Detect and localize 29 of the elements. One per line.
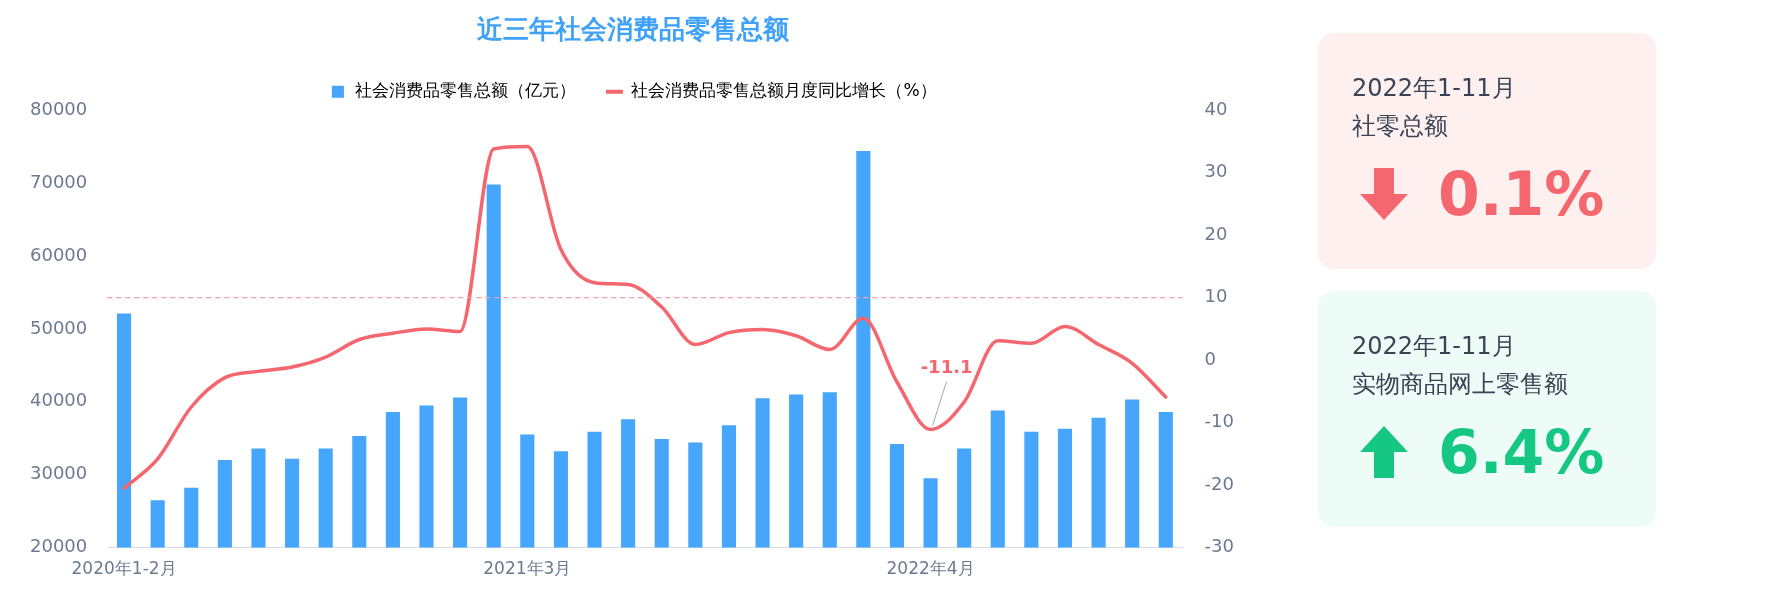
x-tick-label: 2022年4月	[886, 558, 975, 579]
y2-tick-label: 10	[1204, 285, 1228, 307]
y2-tick-label: -10	[1204, 410, 1235, 432]
text: 0.1%	[1438, 159, 1605, 229]
chart-title: 近三年社会消费品零售总额	[477, 14, 790, 45]
text: 2022年1-11月	[1352, 331, 1517, 362]
y2-tick-label: 0	[1204, 347, 1217, 369]
text: 实物商品网上零售额	[1352, 369, 1569, 400]
y-tick-label: 30000	[30, 462, 88, 484]
text: 社零总额	[1352, 111, 1449, 142]
annotation: -11.1	[920, 356, 973, 378]
text: 6.4%	[1438, 417, 1605, 487]
y2-tick-label: 30	[1204, 160, 1228, 182]
y-tick-label: 60000	[30, 243, 88, 265]
legend-label: 社会消费品零售总额月度同比增长（%）	[631, 80, 937, 101]
y-tick-label: 50000	[30, 316, 88, 338]
y2-tick-label: -30	[1204, 535, 1235, 557]
line-series	[122, 144, 1168, 490]
y-tick-label: 40000	[30, 389, 88, 411]
y-tick-label: 20000	[30, 535, 88, 557]
x-tick-label: 2021年3月	[483, 558, 572, 579]
x-tick-label: 2020年1-2月	[71, 558, 177, 579]
y2-tick-label: 40	[1204, 97, 1228, 119]
y2-tick-label: -20	[1204, 472, 1235, 494]
y2-tick-label: 20	[1204, 222, 1228, 244]
y-tick-label: 80000	[30, 97, 88, 119]
y-tick-label: 70000	[30, 170, 88, 192]
text: 2022年1-11月	[1352, 73, 1517, 104]
legend-label: 社会消费品零售总额（亿元）	[354, 80, 576, 101]
